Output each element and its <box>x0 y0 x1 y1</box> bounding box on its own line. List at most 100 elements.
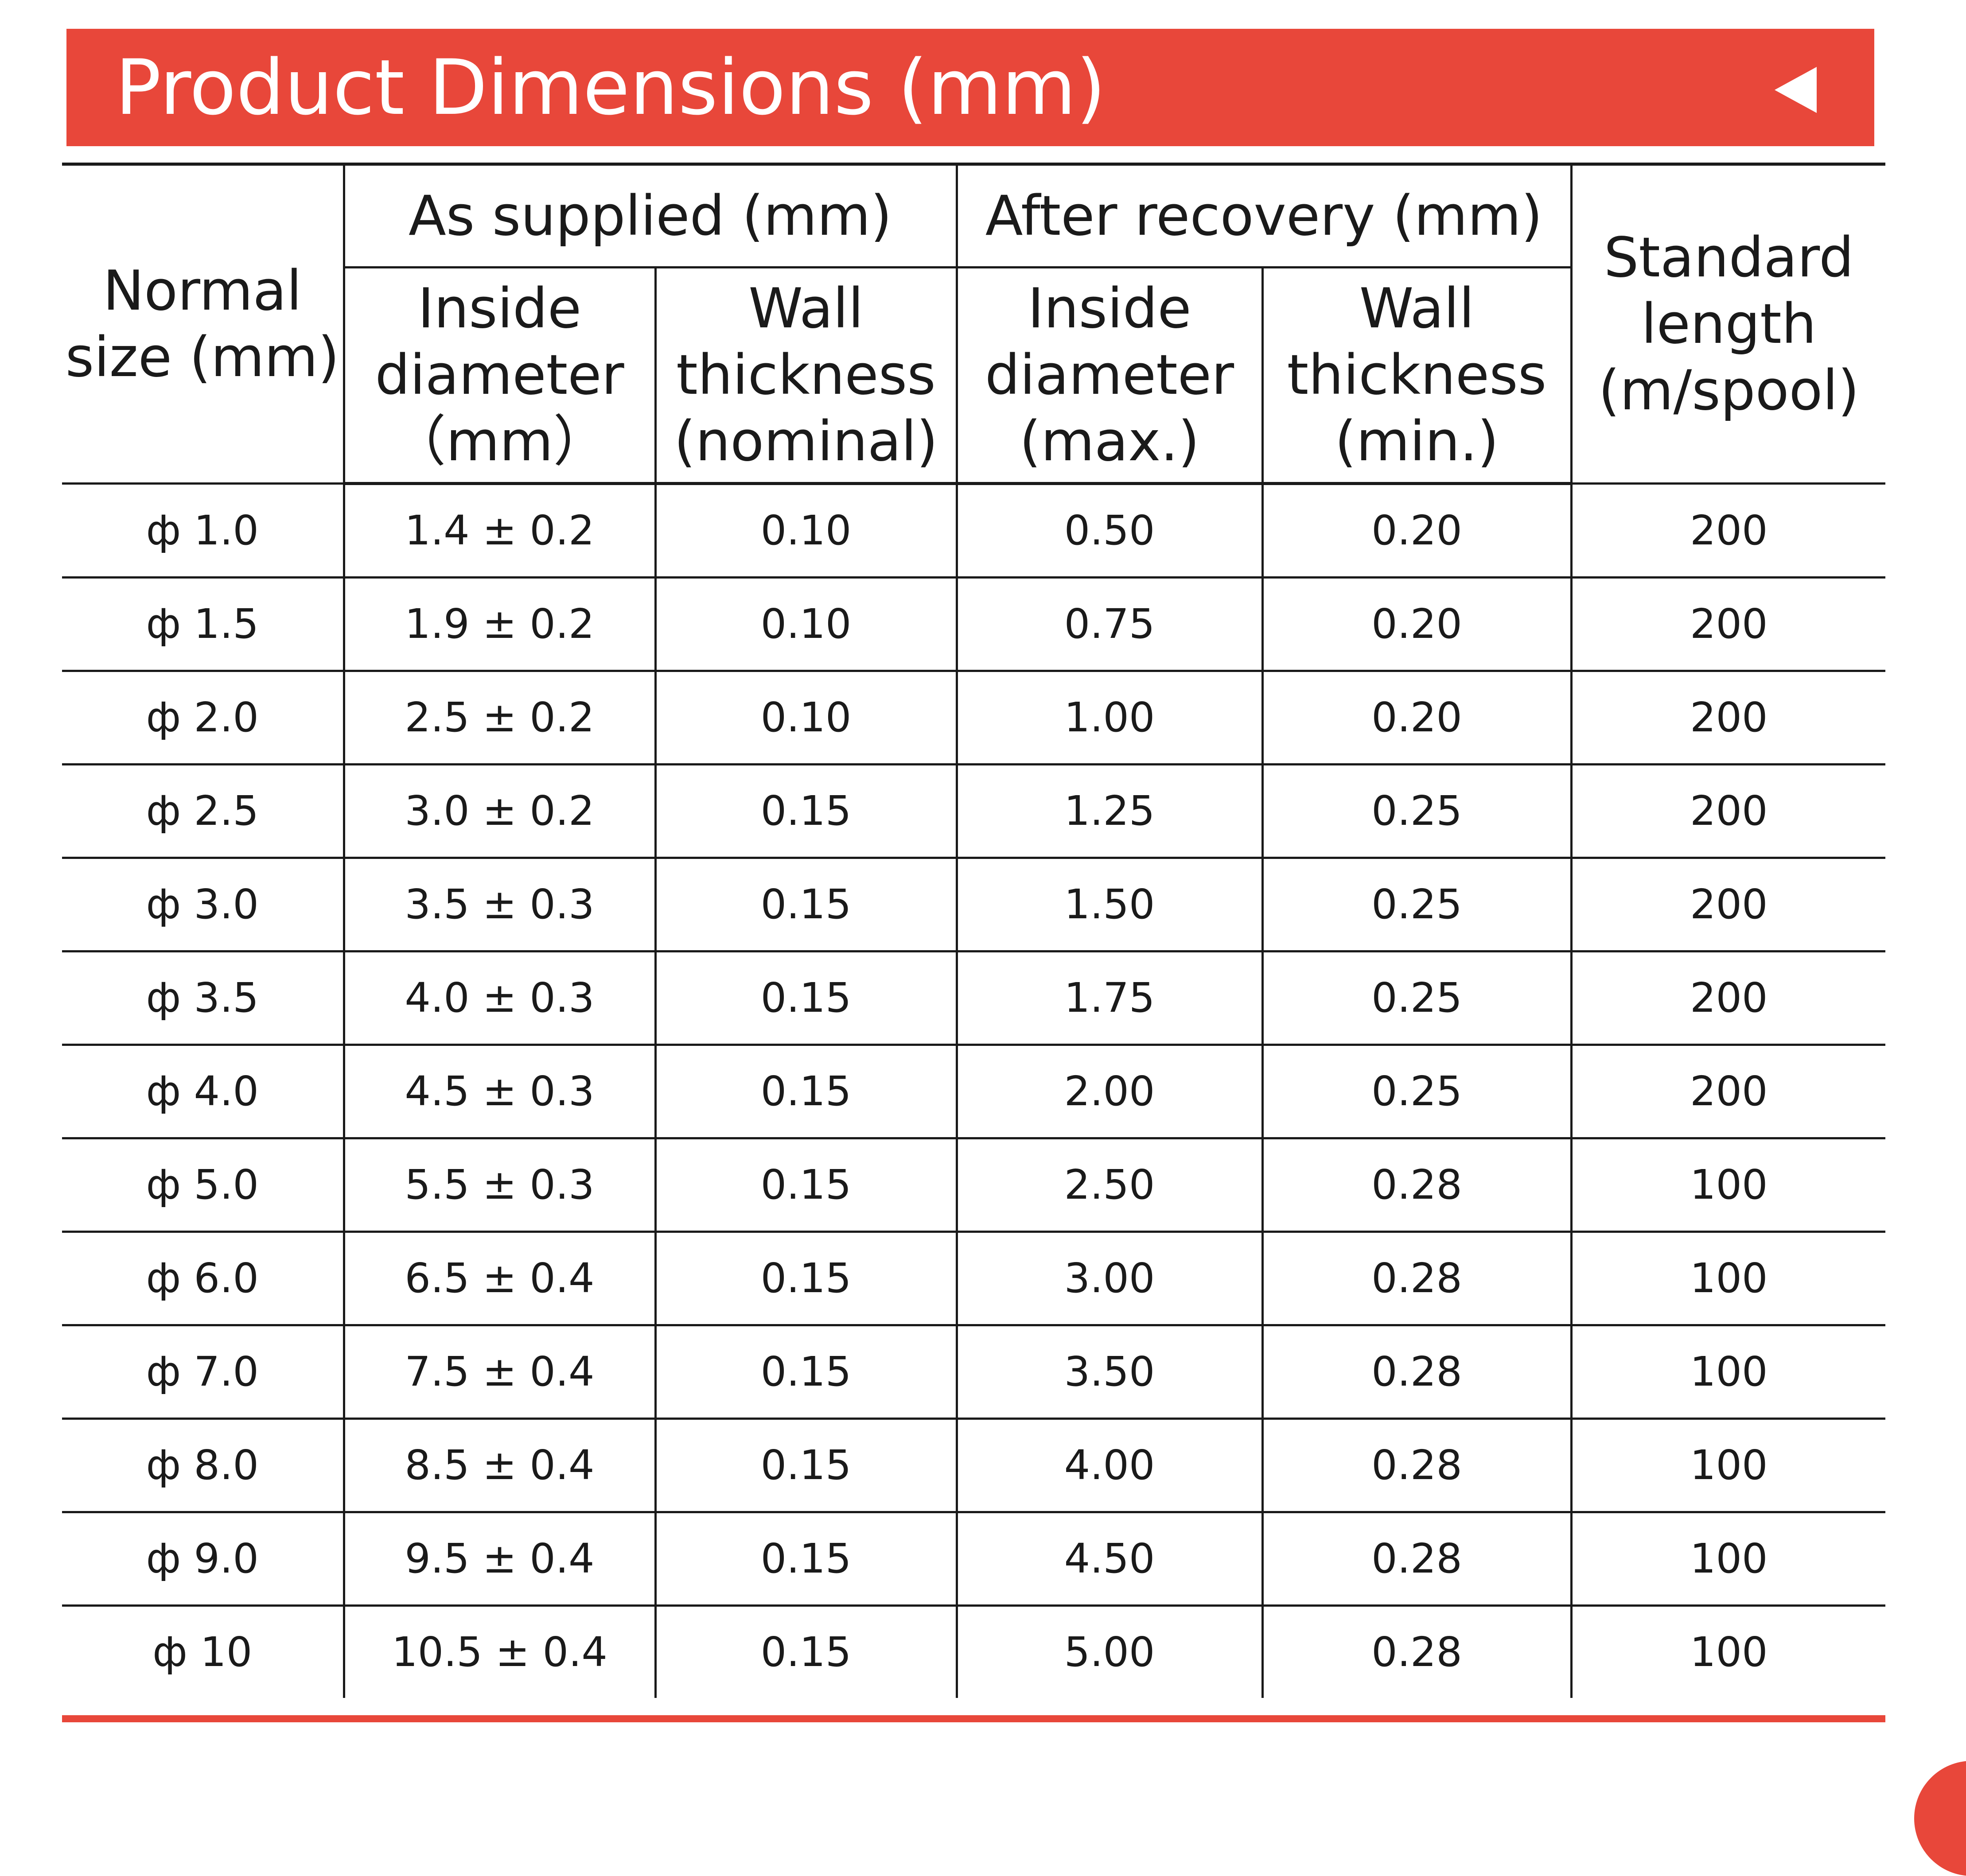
cell-recovery-wall-thickness: 0.28 <box>1261 1418 1573 1513</box>
cell-recovery-inside-diameter: 5.00 <box>955 1605 1264 1698</box>
cell-recovery-wall-thickness: 0.20 <box>1261 577 1573 672</box>
table-row: ф 8.0 8.5 ± 0.4 0.15 4.00 0.28 100 <box>62 1418 1885 1513</box>
cell-supplied-wall-thickness: 0.10 <box>654 577 958 672</box>
cell-recovery-inside-diameter: 4.50 <box>955 1512 1264 1607</box>
cell-recovery-wall-thickness: 0.25 <box>1261 1045 1573 1139</box>
cell-supplied-wall-thickness: 0.10 <box>654 671 958 765</box>
table-header: Normal size (mm) As supplied (mm) After … <box>62 163 1885 485</box>
cell-standard-length: 100 <box>1570 1231 1885 1326</box>
header-after-recovery: After recovery (mm) <box>955 163 1573 268</box>
cell-normal-size: ф 3.0 <box>62 858 345 952</box>
cell-normal-size: ф 3.5 <box>62 951 345 1046</box>
cell-supplied-inside-diameter: 4.5 ± 0.3 <box>343 1045 657 1139</box>
cell-recovery-inside-diameter: 1.00 <box>955 671 1264 765</box>
cell-standard-length: 200 <box>1570 764 1885 859</box>
header-normal-size: Normal size (mm) <box>62 163 345 485</box>
cell-normal-size: ф 1.0 <box>62 483 345 579</box>
cell-supplied-inside-diameter: 6.5 ± 0.4 <box>343 1231 657 1326</box>
cell-normal-size: ф 4.0 <box>62 1045 345 1139</box>
cell-standard-length: 200 <box>1570 951 1885 1046</box>
cell-supplied-inside-diameter: 9.5 ± 0.4 <box>343 1512 657 1607</box>
cell-standard-length: 200 <box>1570 1045 1885 1139</box>
cell-standard-length: 200 <box>1570 483 1885 579</box>
cell-recovery-wall-thickness: 0.28 <box>1261 1512 1573 1607</box>
cell-recovery-inside-diameter: 0.50 <box>955 483 1264 579</box>
cell-supplied-inside-diameter: 3.5 ± 0.3 <box>343 858 657 952</box>
header-recovery-inside-diameter: Inside diameter (max.) <box>955 267 1264 485</box>
cell-normal-size: ф 6.0 <box>62 1231 345 1326</box>
header-as-supplied: As supplied (mm) <box>343 163 958 268</box>
cell-recovery-inside-diameter: 4.00 <box>955 1418 1264 1513</box>
header-standard-length: Standard length (m/spool) <box>1570 163 1885 485</box>
cell-normal-size: ф 7.0 <box>62 1325 345 1420</box>
table-row: ф 3.0 3.5 ± 0.3 0.15 1.50 0.25 200 <box>62 858 1885 952</box>
table-row: ф 1.5 1.9 ± 0.2 0.10 0.75 0.20 200 <box>62 577 1885 672</box>
cell-standard-length: 200 <box>1570 577 1885 672</box>
cell-standard-length: 100 <box>1570 1325 1885 1420</box>
cell-supplied-inside-diameter: 2.5 ± 0.2 <box>343 671 657 765</box>
cell-recovery-wall-thickness: 0.28 <box>1261 1138 1573 1233</box>
cell-recovery-inside-diameter: 2.50 <box>955 1138 1264 1233</box>
cell-supplied-inside-diameter: 8.5 ± 0.4 <box>343 1418 657 1513</box>
cell-supplied-wall-thickness: 0.15 <box>654 764 958 859</box>
table-body: ф 1.0 1.4 ± 0.2 0.10 0.50 0.20 200 ф 1.5 1.9 ± … <box>62 483 1885 1698</box>
cell-recovery-wall-thickness: 0.20 <box>1261 483 1573 579</box>
title-bar: Product Dimensions (mm) <box>66 29 1874 146</box>
table-row: ф 4.0 4.5 ± 0.3 0.15 2.00 0.25 200 <box>62 1045 1885 1139</box>
header-recovery-wall-thickness: Wall thickness (min.) <box>1261 267 1571 485</box>
cell-recovery-wall-thickness: 0.25 <box>1261 858 1573 952</box>
header-supplied-inside-diameter: Inside diameter （mm） <box>344 267 657 485</box>
cell-supplied-inside-diameter: 3.0 ± 0.2 <box>343 764 657 859</box>
cell-standard-length: 200 <box>1570 671 1885 765</box>
table-row: ф 6.0 6.5 ± 0.4 0.15 3.00 0.28 100 <box>62 1231 1885 1326</box>
cell-supplied-inside-diameter: 5.5 ± 0.3 <box>343 1138 657 1233</box>
cell-recovery-inside-diameter: 0.75 <box>955 577 1264 672</box>
cell-normal-size: ф 2.5 <box>62 764 345 859</box>
left-triangle-icon[interactable] <box>1775 67 1817 113</box>
bottom-rule <box>62 1715 1885 1722</box>
cell-normal-size: ф 10 <box>62 1605 345 1698</box>
cell-supplied-wall-thickness: 0.15 <box>654 1138 958 1233</box>
table-row: ф 1.0 1.4 ± 0.2 0.10 0.50 0.20 200 <box>62 483 1885 579</box>
cell-recovery-inside-diameter: 1.75 <box>955 951 1264 1046</box>
table-row: ф 5.0 5.5 ± 0.3 0.15 2.50 0.28 100 <box>62 1138 1885 1233</box>
dimensions-table: Normal size (mm) As supplied (mm) After … <box>62 163 1885 1698</box>
cell-recovery-inside-diameter: 1.25 <box>955 764 1264 859</box>
corner-decoration <box>1914 1761 1966 1876</box>
cell-supplied-wall-thickness: 0.10 <box>654 483 958 579</box>
cell-supplied-inside-diameter: 7.5 ± 0.4 <box>343 1325 657 1420</box>
cell-recovery-inside-diameter: 3.00 <box>955 1231 1264 1326</box>
cell-supplied-wall-thickness: 0.15 <box>654 858 958 952</box>
cell-standard-length: 100 <box>1570 1138 1885 1233</box>
cell-recovery-inside-diameter: 2.00 <box>955 1045 1264 1139</box>
page-title: Product Dimensions (mm) <box>115 43 1106 132</box>
cell-normal-size: ф 9.0 <box>62 1512 345 1607</box>
cell-supplied-inside-diameter: 4.0 ± 0.3 <box>343 951 657 1046</box>
cell-supplied-wall-thickness: 0.15 <box>654 1231 958 1326</box>
header-supplied-wall-thickness: Wall thickness (nominal) <box>654 267 958 485</box>
cell-supplied-wall-thickness: 0.15 <box>654 1045 958 1139</box>
cell-supplied-inside-diameter: 10.5 ± 0.4 <box>343 1605 657 1698</box>
cell-recovery-inside-diameter: 1.50 <box>955 858 1264 952</box>
cell-recovery-wall-thickness: 0.25 <box>1261 764 1573 859</box>
table-row: ф 3.5 4.0 ± 0.3 0.15 1.75 0.25 200 <box>62 951 1885 1046</box>
cell-supplied-wall-thickness: 0.15 <box>654 1605 958 1698</box>
cell-recovery-wall-thickness: 0.28 <box>1261 1605 1573 1698</box>
cell-normal-size: ф 5.0 <box>62 1138 345 1233</box>
cell-normal-size: ф 8.0 <box>62 1418 345 1513</box>
cell-standard-length: 200 <box>1570 858 1885 952</box>
cell-supplied-wall-thickness: 0.15 <box>654 1418 958 1513</box>
table-row: ф 2.0 2.5 ± 0.2 0.10 1.00 0.20 200 <box>62 671 1885 765</box>
cell-supplied-wall-thickness: 0.15 <box>654 1325 958 1420</box>
cell-recovery-wall-thickness: 0.20 <box>1261 671 1573 765</box>
table-row: ф 7.0 7.5 ± 0.4 0.15 3.50 0.28 100 <box>62 1325 1885 1420</box>
cell-recovery-wall-thickness: 0.25 <box>1261 951 1573 1046</box>
cell-recovery-inside-diameter: 3.50 <box>955 1325 1264 1420</box>
cell-supplied-wall-thickness: 0.15 <box>654 951 958 1046</box>
cell-standard-length: 100 <box>1570 1605 1885 1698</box>
table-row: ф 10 10.5 ± 0.4 0.15 5.00 0.28 100 <box>62 1605 1885 1698</box>
cell-standard-length: 100 <box>1570 1418 1885 1513</box>
cell-supplied-wall-thickness: 0.15 <box>654 1512 958 1607</box>
table-row: ф 2.5 3.0 ± 0.2 0.15 1.25 0.25 200 <box>62 764 1885 859</box>
cell-normal-size: ф 1.5 <box>62 577 345 672</box>
